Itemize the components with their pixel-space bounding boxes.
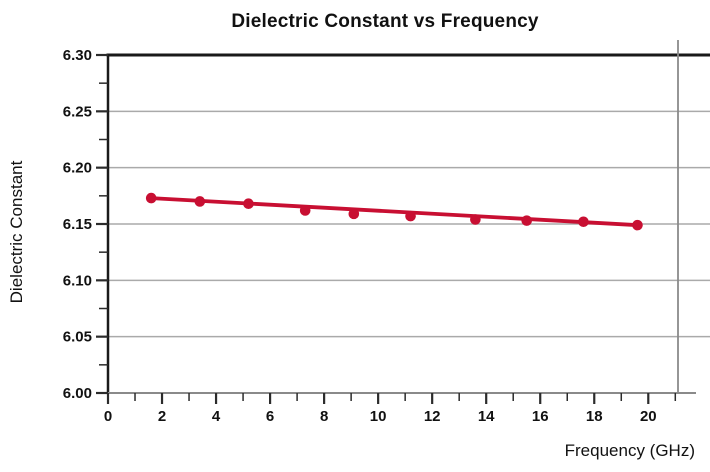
x-tick-label: 18 bbox=[586, 408, 603, 425]
data-point bbox=[243, 198, 254, 210]
x-tick-label: 2 bbox=[158, 408, 166, 425]
y-tick-label: 6.15 bbox=[63, 216, 92, 233]
chart-title: Dielectric Constant vs Frequency bbox=[231, 11, 539, 32]
x-tick-label: 16 bbox=[532, 408, 549, 425]
x-axis-title: Frequency (GHz) bbox=[564, 441, 695, 460]
x-tick-label: 10 bbox=[370, 408, 387, 425]
y-tick-label: 6.25 bbox=[63, 103, 92, 120]
x-tick-label: 4 bbox=[212, 408, 221, 425]
y-tick-label: 6.30 bbox=[63, 47, 92, 64]
data-point bbox=[578, 216, 589, 228]
x-tick-label: 14 bbox=[478, 408, 495, 425]
data-point bbox=[405, 210, 416, 222]
y-tick-label: 6.00 bbox=[63, 385, 92, 402]
x-tick-label: 12 bbox=[424, 408, 441, 425]
data-point bbox=[470, 214, 481, 225]
data-point bbox=[521, 215, 533, 226]
y-tick-label: 6.10 bbox=[63, 272, 92, 289]
trend-line bbox=[151, 196, 638, 228]
data-point bbox=[194, 196, 206, 207]
x-tick-label: 0 bbox=[104, 408, 112, 425]
x-tick-label: 6 bbox=[266, 408, 274, 425]
data-point bbox=[632, 219, 643, 231]
y-tick-label: 6.05 bbox=[63, 329, 92, 346]
x-tick-label: 20 bbox=[640, 408, 657, 425]
data-point bbox=[348, 208, 360, 220]
data-point bbox=[299, 205, 311, 216]
x-tick-label: 8 bbox=[320, 408, 328, 425]
y-tick-label: 6.20 bbox=[63, 160, 92, 177]
data-point bbox=[145, 192, 157, 204]
